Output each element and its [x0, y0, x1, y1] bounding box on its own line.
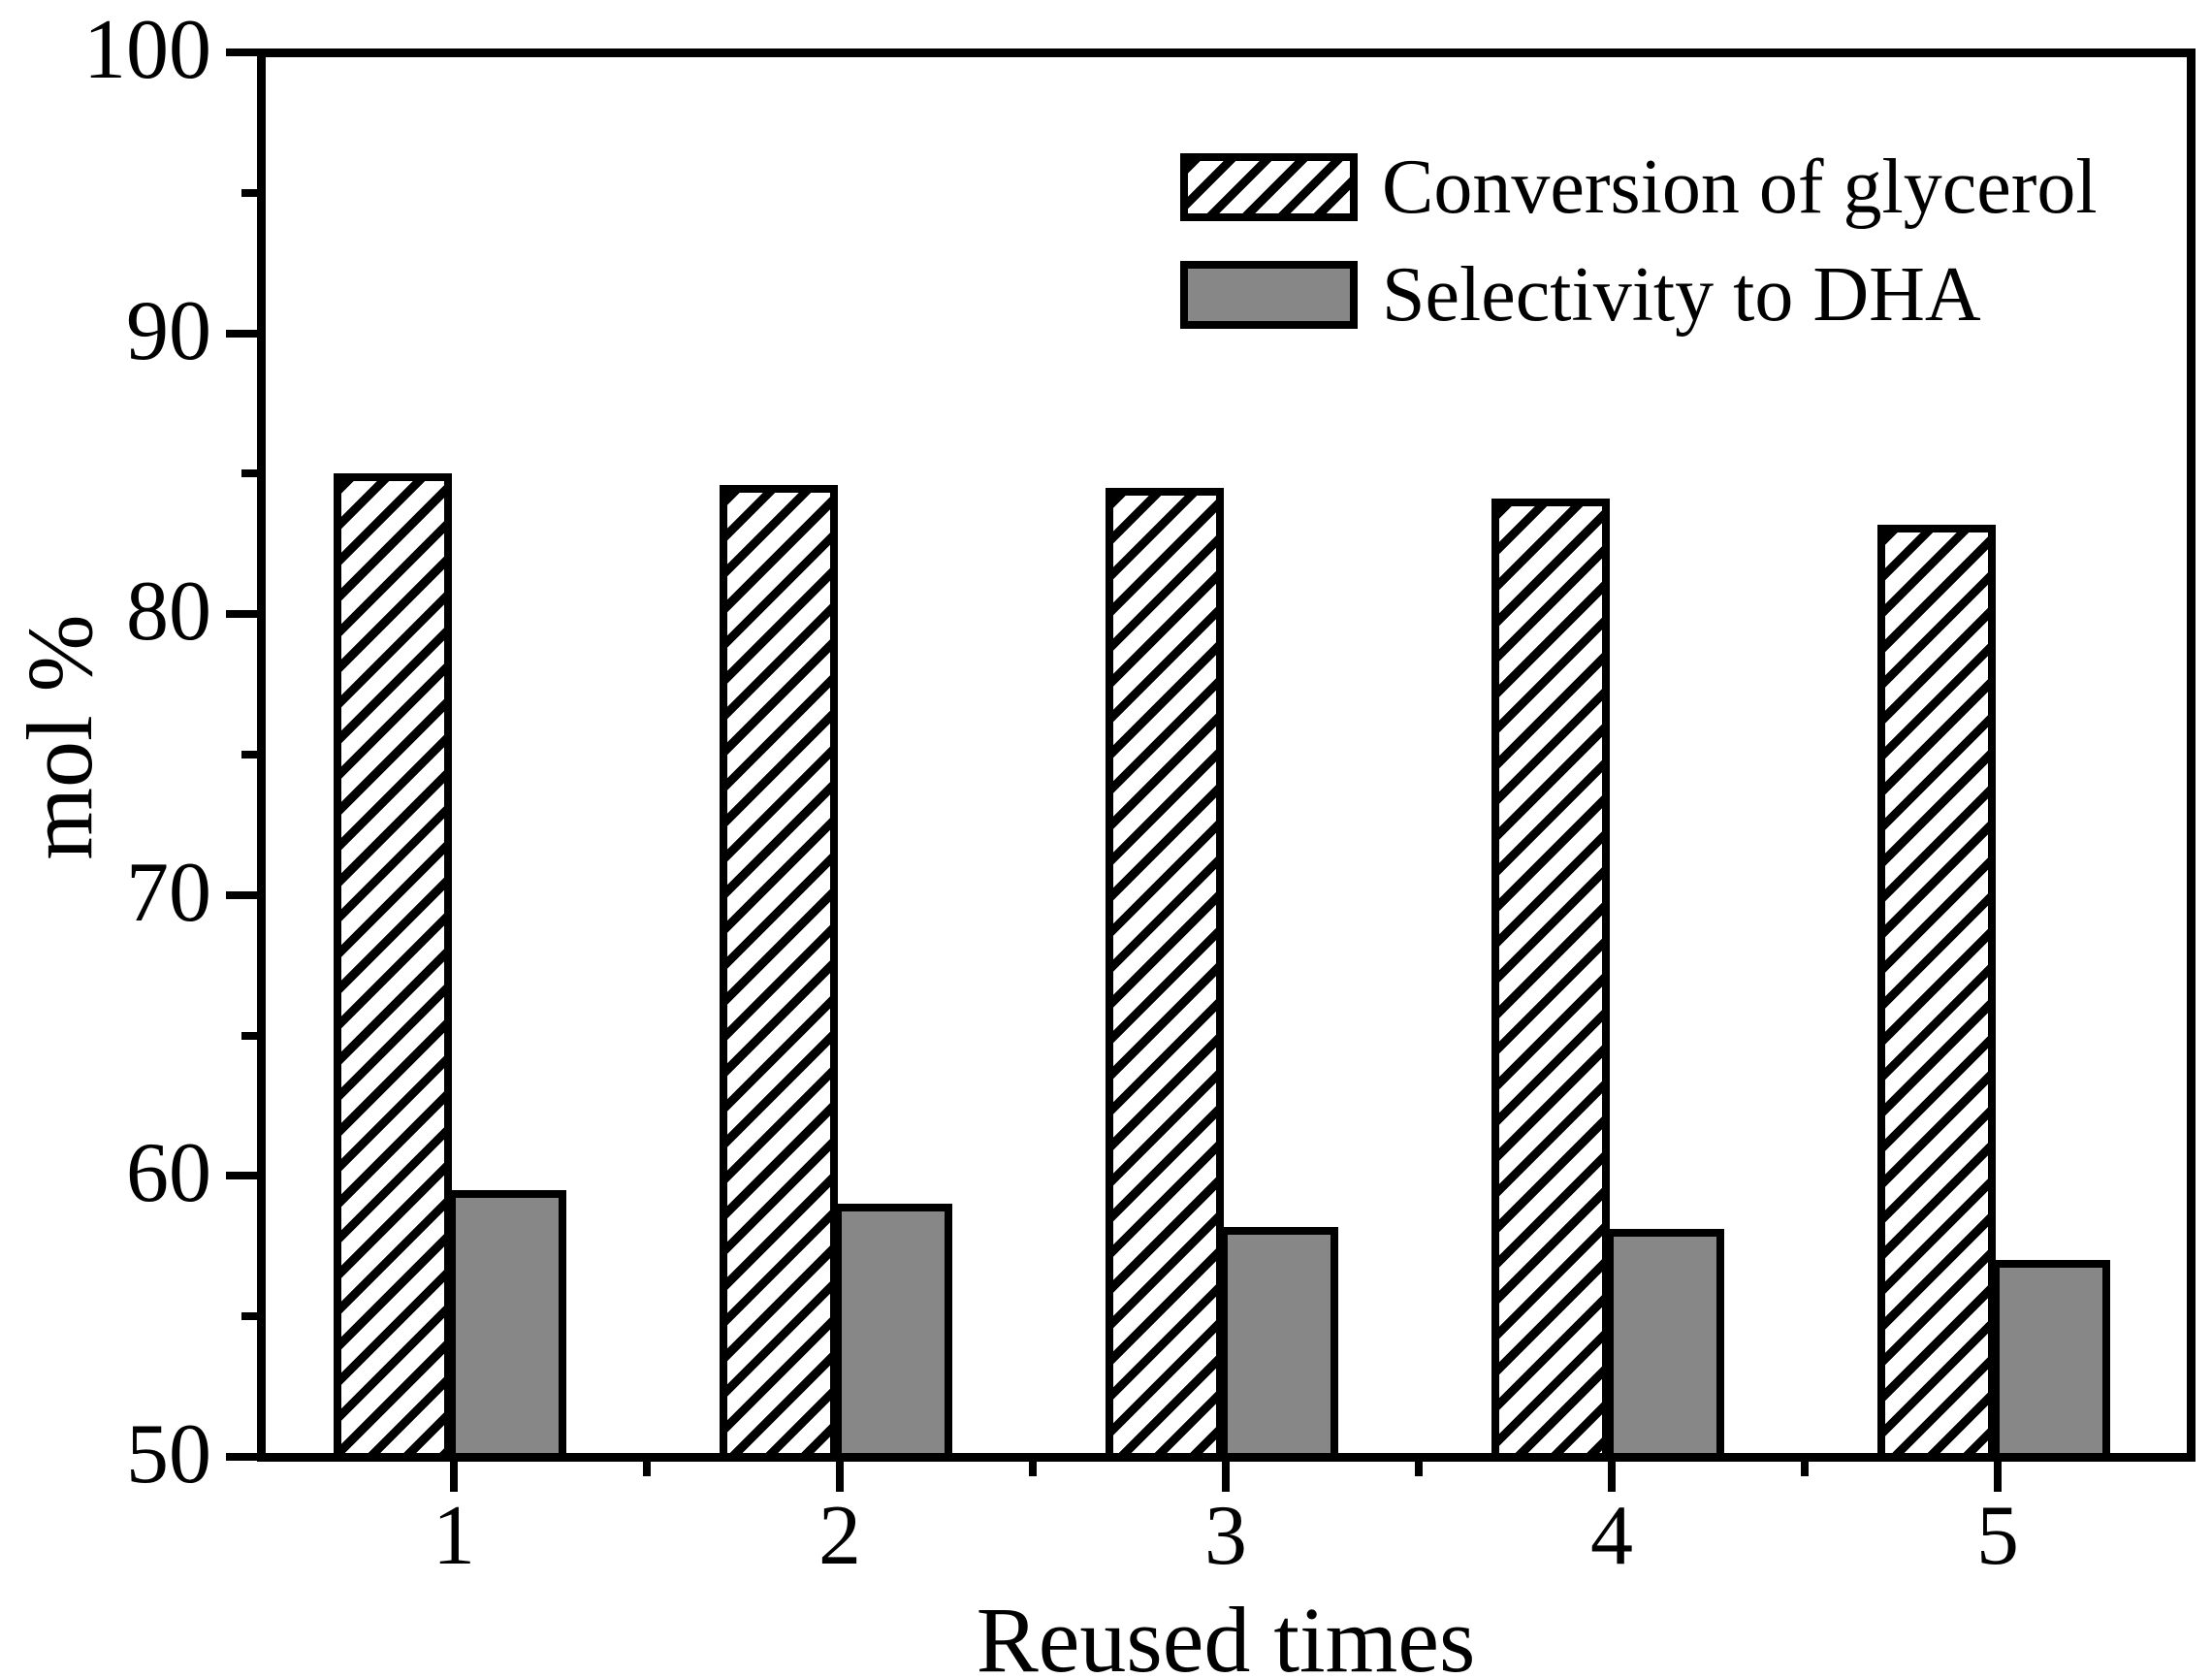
hatched-swatch-icon: [1180, 153, 1358, 221]
x-major-tick: [1994, 1457, 2002, 1492]
y-major-tick: [226, 48, 261, 56]
x-major-tick: [450, 1457, 458, 1492]
y-minor-tick: [241, 1312, 261, 1321]
y-axis-title: mol %: [8, 614, 112, 860]
bar-conversion-4: [1491, 499, 1610, 1461]
y-minor-tick: [241, 751, 261, 758]
y-minor-tick: [241, 188, 261, 197]
x-minor-tick: [1801, 1457, 1809, 1476]
bar-conversion-5: [1877, 524, 1996, 1461]
x-major-tick: [836, 1457, 844, 1492]
bar-selectivity-4: [1606, 1229, 1724, 1461]
y-minor-tick: [241, 1031, 261, 1040]
y-major-tick: [226, 890, 261, 899]
y-tick-label: 90: [126, 283, 211, 378]
x-tick-label: 2: [818, 1489, 861, 1583]
legend-item-selectivity: Selectivity to DHA: [1180, 256, 2098, 334]
legend-item-conversion: Conversion of glycerol: [1180, 148, 2098, 226]
x-major-tick: [1222, 1457, 1230, 1492]
bar-selectivity-2: [834, 1204, 952, 1461]
y-major-tick: [226, 329, 261, 338]
x-tick-label: 4: [1590, 1489, 1633, 1583]
bar-conversion-3: [1106, 487, 1224, 1461]
y-major-tick: [226, 1172, 261, 1180]
x-major-tick: [1608, 1457, 1616, 1492]
bar-selectivity-3: [1220, 1226, 1338, 1461]
y-major-tick: [226, 1453, 261, 1461]
bar-conversion-2: [720, 484, 838, 1461]
y-tick-label: 80: [126, 565, 211, 660]
legend-label-selectivity: Selectivity to DHA: [1382, 252, 1981, 338]
x-tick-label: 1: [433, 1489, 475, 1583]
x-minor-tick: [1029, 1457, 1037, 1476]
x-axis-title: Reused times: [976, 1588, 1476, 1678]
y-major-tick: [226, 610, 261, 619]
y-minor-tick: [241, 469, 261, 478]
y-tick-label: 60: [126, 1126, 211, 1221]
x-tick-label: 3: [1204, 1489, 1247, 1583]
bar-selectivity-5: [1992, 1260, 2110, 1461]
y-tick-label: 50: [126, 1407, 211, 1502]
bar-selectivity-1: [448, 1189, 566, 1461]
bar-conversion-1: [334, 473, 452, 1461]
x-minor-tick: [643, 1457, 651, 1476]
gray-swatch-icon: [1180, 261, 1358, 329]
legend: Conversion of glycerol Selectivity to DH…: [1180, 148, 2098, 334]
x-minor-tick: [1415, 1457, 1423, 1476]
x-tick-label: 5: [1976, 1489, 2019, 1583]
legend-label-conversion: Conversion of glycerol: [1382, 145, 2098, 230]
y-tick-label: 100: [83, 3, 211, 98]
y-tick-label: 70: [126, 846, 211, 941]
